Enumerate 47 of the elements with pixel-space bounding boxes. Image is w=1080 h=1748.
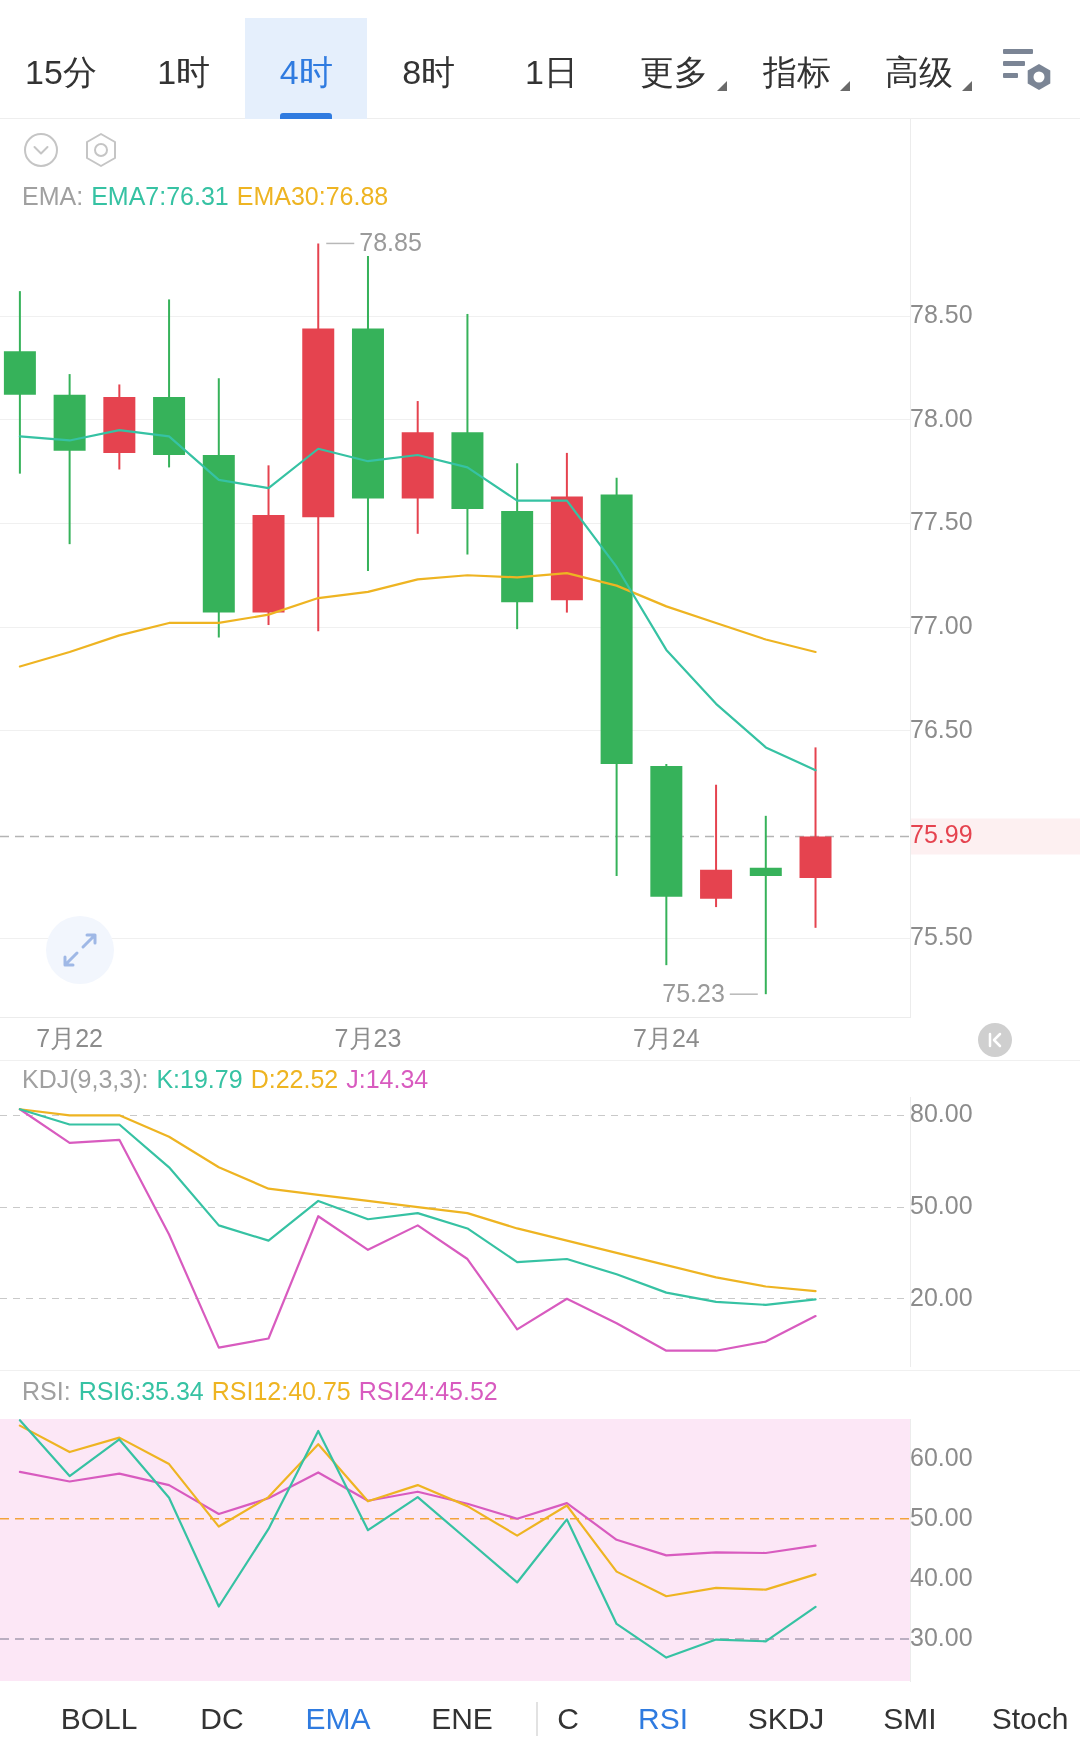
text: 高级 [885, 52, 954, 92]
text: D:22.52 [250, 1065, 339, 1093]
y-tick-label: 50.00 [910, 1190, 973, 1219]
y-tick-label: 77.50 [910, 507, 973, 536]
text: ENE [431, 1701, 493, 1737]
series-label: K:19.79 [156, 1065, 243, 1093]
y-tick-label: 50.00 [910, 1502, 973, 1531]
text: 8时 [402, 52, 456, 92]
text: 15分 [25, 52, 97, 92]
y-tick-label: 20.00 [910, 1282, 973, 1311]
annotation: 75.23 [662, 979, 725, 1008]
text: SMI [883, 1701, 937, 1737]
text: RSI6:35.34 [78, 1377, 204, 1405]
text: Stoch [991, 1701, 1069, 1737]
annotation: 78.85 [359, 228, 422, 257]
legend-title: KDJ(9,3,3): [22, 1065, 149, 1093]
y-tick-label: 80.00 [910, 1099, 973, 1128]
legend-title: EMA: [22, 182, 84, 210]
y-tick-label: 77.00 [910, 611, 973, 639]
text: 4时 [279, 52, 333, 92]
text: EMA [305, 1701, 371, 1737]
x-tick-label: 7月23 [334, 1023, 402, 1052]
y-tick-label: 78.00 [910, 403, 973, 432]
y-tick-label: 30.00 [910, 1622, 973, 1651]
x-tick-label: 7月22 [36, 1023, 103, 1052]
y-tick-label: 76.50 [910, 714, 973, 743]
y-tick-label: 75.50 [910, 922, 973, 951]
text: C [557, 1701, 579, 1737]
text: BOLL [60, 1701, 138, 1737]
text: 更多 [640, 52, 708, 92]
text: 1日 [524, 52, 578, 92]
text: J:14.34 [346, 1065, 429, 1093]
y-tick-label: 60.00 [910, 1442, 973, 1471]
text: EMA7:76.31 [91, 182, 229, 210]
y-tick-label: 40.00 [910, 1562, 973, 1591]
text: RSI [637, 1701, 689, 1737]
text: 指标 [762, 52, 831, 92]
legend-title: RSI: [22, 1377, 71, 1405]
text: RSI24:45.52 [358, 1377, 498, 1405]
text: 1时 [157, 52, 211, 92]
text: RSI12:40.75 [211, 1377, 351, 1405]
text: DC [200, 1701, 244, 1737]
x-tick-label: 7月24 [632, 1023, 700, 1052]
text: EMA30:76.88 [236, 182, 389, 210]
text: SKDJ [747, 1701, 825, 1737]
y-tick-label: 78.50 [910, 299, 973, 328]
y-tick-label: 75.99 [910, 820, 973, 849]
